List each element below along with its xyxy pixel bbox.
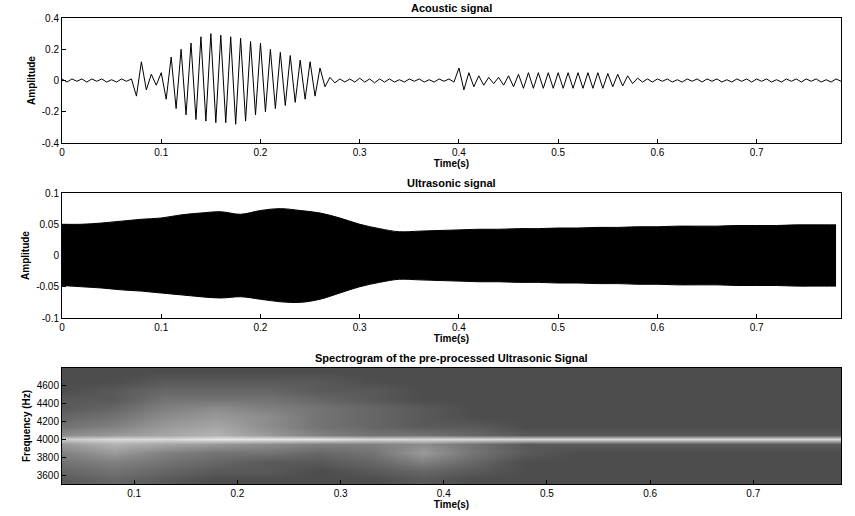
svg-text:0.2: 0.2: [254, 147, 268, 158]
svg-text:0.7: 0.7: [750, 322, 764, 333]
svg-text:0.5: 0.5: [551, 322, 565, 333]
svg-text:0.3: 0.3: [334, 488, 348, 499]
svg-text:0.6: 0.6: [650, 322, 664, 333]
svg-text:0: 0: [53, 75, 59, 86]
svg-text:0.5: 0.5: [540, 488, 554, 499]
svg-text:0.4: 0.4: [45, 13, 59, 24]
svg-text:-0.1: -0.1: [42, 313, 60, 324]
svg-text:3600: 3600: [37, 470, 60, 481]
svg-text:Frequency (Hz): Frequency (Hz): [21, 390, 32, 462]
svg-text:0.5: 0.5: [551, 147, 565, 158]
svg-text:0: 0: [59, 147, 65, 158]
svg-text:3800: 3800: [37, 452, 60, 463]
svg-text:0.1: 0.1: [127, 488, 141, 499]
svg-text:0.6: 0.6: [643, 488, 657, 499]
svg-text:0.1: 0.1: [154, 147, 168, 158]
svg-text:0.3: 0.3: [353, 147, 367, 158]
svg-text:0.05: 0.05: [40, 219, 60, 230]
svg-text:0: 0: [53, 250, 59, 261]
svg-text:4200: 4200: [37, 416, 60, 427]
svg-text:-0.4: -0.4: [42, 138, 60, 149]
svg-text:Time(s): Time(s): [434, 499, 469, 510]
svg-text:4400: 4400: [37, 398, 60, 409]
svg-text:0.7: 0.7: [746, 488, 760, 499]
svg-text:0: 0: [59, 322, 65, 333]
svg-text:Spectrogram of the pre-process: Spectrogram of the pre-processed Ultraso…: [315, 352, 588, 364]
svg-text:0.2: 0.2: [45, 44, 59, 55]
svg-text:Amplitude: Amplitude: [20, 231, 31, 280]
svg-text:0.4: 0.4: [452, 322, 466, 333]
svg-text:Time(s): Time(s): [434, 158, 469, 169]
svg-text:-0.05: -0.05: [36, 281, 59, 292]
svg-text:0.2: 0.2: [254, 322, 268, 333]
svg-text:0.1: 0.1: [45, 188, 59, 199]
svg-text:0.4: 0.4: [437, 488, 451, 499]
svg-text:0.4: 0.4: [452, 147, 466, 158]
svg-text:-0.2: -0.2: [42, 106, 60, 117]
svg-text:4600: 4600: [37, 380, 60, 391]
svg-text:Amplitude: Amplitude: [26, 56, 37, 105]
svg-text:Ultrasonic signal: Ultrasonic signal: [407, 177, 496, 189]
svg-text:Acoustic signal: Acoustic signal: [411, 2, 492, 14]
svg-text:0.1: 0.1: [154, 322, 168, 333]
svg-text:4000: 4000: [37, 434, 60, 445]
svg-text:0.2: 0.2: [230, 488, 244, 499]
svg-text:0.7: 0.7: [750, 147, 764, 158]
svg-text:0.6: 0.6: [650, 147, 664, 158]
svg-text:Time(s): Time(s): [434, 333, 469, 344]
svg-text:0.3: 0.3: [353, 322, 367, 333]
